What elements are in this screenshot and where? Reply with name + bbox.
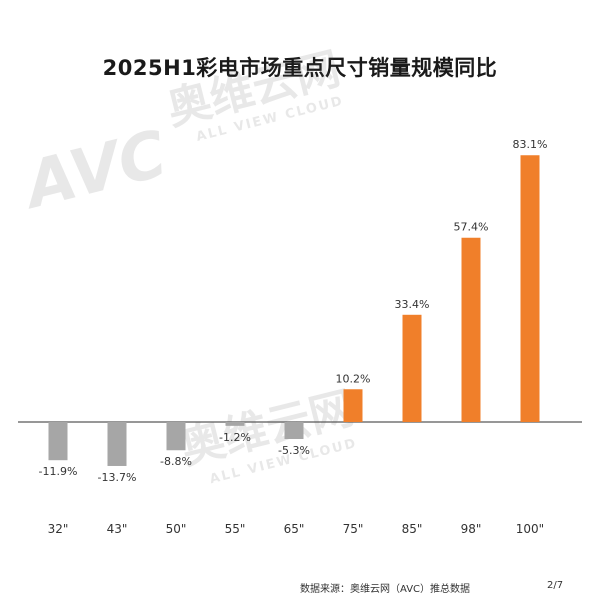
data-label: -13.7% bbox=[98, 471, 137, 484]
bar bbox=[461, 237, 481, 422]
x-tick-label: 75" bbox=[343, 522, 364, 536]
watermark: AVC 奥维云网 ALL VIEW CLOUD bbox=[14, 43, 346, 224]
x-tick-label: 65" bbox=[284, 522, 305, 536]
data-label: -1.2% bbox=[219, 431, 251, 444]
bar bbox=[48, 422, 68, 461]
data-label: 33.4% bbox=[395, 298, 430, 311]
x-tick-label: 50" bbox=[166, 522, 187, 536]
data-label: 83.1% bbox=[513, 138, 548, 151]
page-number: 2/7 bbox=[547, 580, 564, 591]
chart-title: 2025H1彩电市场重点尺寸销量规模同比 bbox=[102, 56, 498, 80]
bar bbox=[402, 314, 422, 422]
bar bbox=[520, 155, 540, 422]
x-tick-label: 100" bbox=[516, 522, 544, 536]
data-source-note: 数据来源：奥维云网（AVC）推总数据 bbox=[300, 584, 471, 595]
data-label: -8.8% bbox=[160, 455, 192, 468]
bar bbox=[343, 389, 363, 422]
bar bbox=[107, 422, 127, 466]
x-tick-label: 55" bbox=[225, 522, 246, 536]
x-tick-label: 32" bbox=[48, 522, 69, 536]
bar bbox=[284, 422, 304, 440]
x-tick-label: 43" bbox=[107, 522, 128, 536]
watermark-logo: AVC bbox=[14, 117, 174, 224]
bar bbox=[225, 422, 245, 426]
data-label: -5.3% bbox=[278, 444, 310, 457]
watermark: 奥维云网 ALL VIEW CLOUD bbox=[176, 383, 359, 488]
data-label: -11.9% bbox=[39, 465, 78, 478]
data-label: 57.4% bbox=[454, 221, 489, 234]
bar bbox=[166, 422, 186, 451]
data-label: 10.2% bbox=[336, 372, 371, 385]
x-tick-label: 98" bbox=[461, 522, 482, 536]
x-tick-label: 85" bbox=[402, 522, 423, 536]
